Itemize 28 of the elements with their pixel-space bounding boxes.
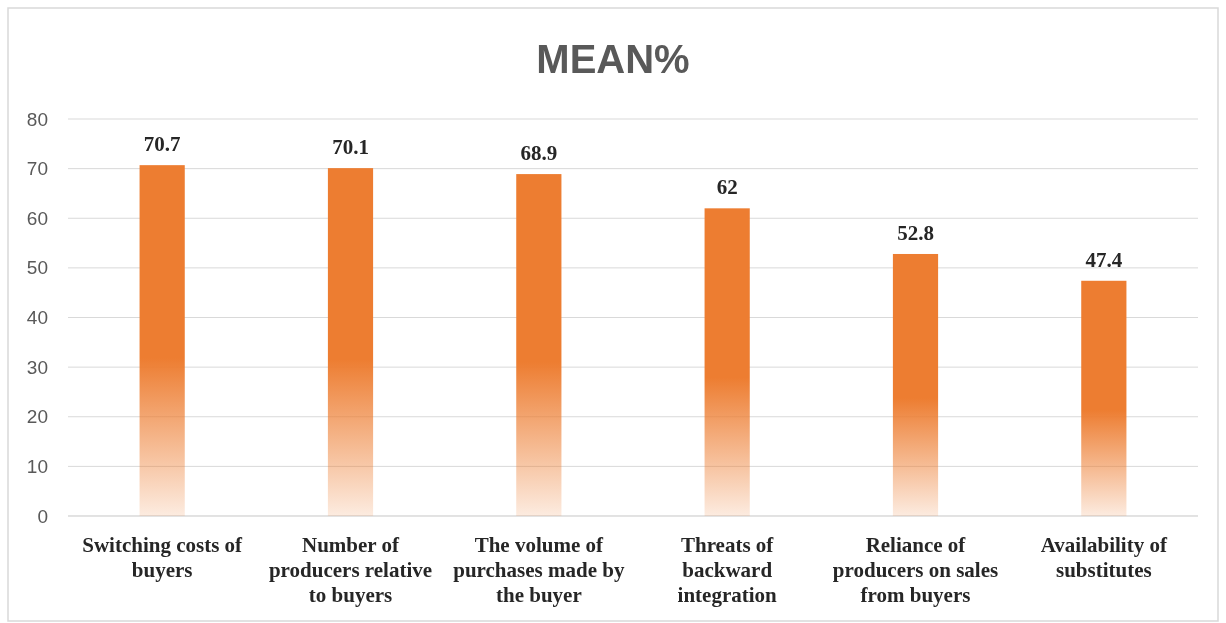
y-tick-label: 60 (26, 207, 48, 229)
bar (892, 253, 939, 516)
y-tick-label: 50 (26, 257, 48, 279)
data-label: 70.7 (143, 132, 181, 157)
y-tick-label: 30 (26, 356, 48, 378)
x-tick-label: Switching costs of buyers (82, 533, 244, 583)
data-label: 62 (716, 175, 738, 200)
data-label: 70.1 (332, 135, 369, 160)
x-tick-label: Number of producers relative to buyers (268, 533, 433, 608)
bar (1081, 280, 1127, 516)
data-label: 47.4 (1085, 247, 1123, 272)
y-tick-label: 20 (26, 406, 48, 428)
bar (139, 165, 185, 516)
x-tick-label: Threats of backward integration (677, 533, 778, 608)
bar (516, 174, 562, 516)
bar (704, 208, 750, 516)
data-label: 52.8 (897, 220, 934, 245)
bar (327, 168, 374, 516)
data-label: 68.9 (520, 141, 558, 166)
y-tick-label: 0 (37, 505, 48, 527)
x-tick-label: Availability of substitutes (1040, 533, 1168, 583)
y-tick-label: 10 (26, 455, 48, 477)
x-tick-label: Reliance of producers on sales from buyers (832, 533, 999, 608)
chart-title: MEAN% (536, 37, 690, 81)
y-tick-label: 70 (26, 158, 48, 180)
x-tick-label: The volume of purchases made by the buyer (453, 533, 625, 608)
y-tick-label: 80 (26, 108, 48, 130)
y-tick-label: 40 (26, 307, 48, 329)
